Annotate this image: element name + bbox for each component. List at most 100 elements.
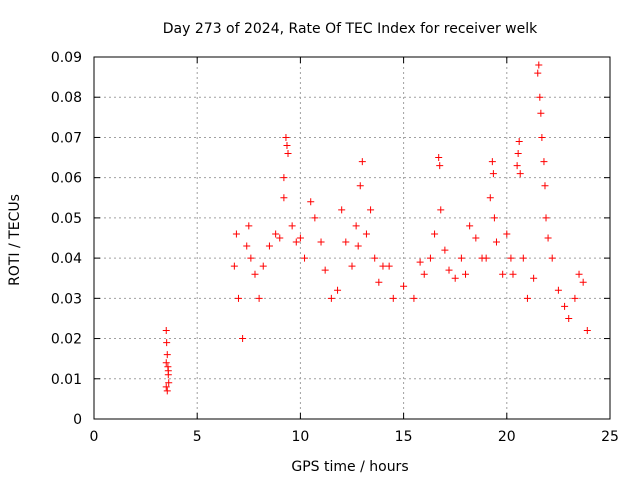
data-point xyxy=(379,262,387,270)
data-point xyxy=(534,69,542,77)
data-point xyxy=(509,270,517,278)
data-point xyxy=(272,230,280,238)
data-point xyxy=(307,198,315,206)
data-point xyxy=(536,93,544,101)
data-point xyxy=(245,222,253,230)
data-point xyxy=(283,141,291,149)
x-tick-label: 10 xyxy=(291,429,309,445)
data-point xyxy=(514,150,522,158)
data-point xyxy=(282,133,290,141)
data-point xyxy=(457,254,465,262)
data-point xyxy=(288,222,296,230)
data-point xyxy=(230,262,238,270)
data-point xyxy=(466,222,474,230)
data-point xyxy=(472,234,480,242)
data-point xyxy=(234,294,242,302)
data-point xyxy=(362,230,370,238)
data-point xyxy=(367,206,375,214)
data-point xyxy=(239,335,247,343)
data-point xyxy=(321,266,329,274)
y-tick-label: 0.03 xyxy=(51,291,82,307)
y-tick-label: 0.04 xyxy=(51,251,82,267)
data-point xyxy=(519,254,527,262)
data-point xyxy=(541,182,549,190)
plot-frame xyxy=(93,56,611,420)
data-point xyxy=(499,270,507,278)
data-points xyxy=(162,61,591,395)
data-point xyxy=(548,254,556,262)
data-point xyxy=(583,327,591,335)
y-axis-label: ROTI / TECUs xyxy=(7,194,23,286)
data-point xyxy=(441,246,449,254)
data-point xyxy=(165,379,173,387)
x-tick-label: 15 xyxy=(395,429,413,445)
data-point xyxy=(426,254,434,262)
data-point xyxy=(371,254,379,262)
data-point xyxy=(251,270,259,278)
data-point xyxy=(561,302,569,310)
data-point xyxy=(579,278,587,286)
data-point xyxy=(358,158,366,166)
x-tick-labels: 0 5 10 15 20 25 xyxy=(90,429,619,445)
data-point xyxy=(538,133,546,141)
data-point xyxy=(327,294,335,302)
data-point xyxy=(410,294,418,302)
data-point xyxy=(435,154,443,162)
data-point xyxy=(554,286,562,294)
data-point xyxy=(232,230,240,238)
data-point xyxy=(565,314,573,322)
data-point xyxy=(544,234,552,242)
axis-ticks xyxy=(93,56,611,420)
data-point xyxy=(515,137,523,145)
y-tick-label: 0.09 xyxy=(51,50,82,66)
data-point xyxy=(338,206,346,214)
data-point xyxy=(482,254,490,262)
data-point xyxy=(163,351,171,359)
data-point xyxy=(503,230,511,238)
data-point xyxy=(420,270,428,278)
y-tick-labels: 0 0.01 0.02 0.03 0.04 0.05 0.06 0.07 0.08 0.09 xyxy=(51,50,82,428)
x-tick-label: 25 xyxy=(601,429,619,445)
data-point xyxy=(571,294,579,302)
data-point xyxy=(255,294,263,302)
data-point xyxy=(540,158,548,166)
data-point xyxy=(354,242,362,250)
data-point xyxy=(163,387,171,395)
data-point xyxy=(301,254,309,262)
data-point xyxy=(436,162,444,170)
data-point xyxy=(537,109,545,117)
data-point xyxy=(451,274,459,282)
data-point xyxy=(542,214,550,222)
y-tick-label: 0.05 xyxy=(51,211,82,227)
data-point xyxy=(162,327,170,335)
data-point xyxy=(247,254,255,262)
y-tick-label: 0 xyxy=(73,412,82,428)
data-point xyxy=(284,150,292,158)
data-point xyxy=(259,262,267,270)
data-point xyxy=(352,222,360,230)
data-point xyxy=(348,262,356,270)
data-point xyxy=(523,294,531,302)
data-point xyxy=(416,258,424,266)
data-point xyxy=(334,286,342,294)
y-tick-label: 0.06 xyxy=(51,171,82,187)
data-point xyxy=(276,234,284,242)
y-tick-label: 0.08 xyxy=(51,90,82,106)
y-tick-label: 0.01 xyxy=(51,372,82,388)
data-point xyxy=(490,214,498,222)
y-tick-label: 0.02 xyxy=(51,332,82,348)
data-point xyxy=(486,194,494,202)
data-point xyxy=(575,270,583,278)
data-point xyxy=(400,282,408,290)
data-point xyxy=(292,238,300,246)
gridlines xyxy=(94,57,610,419)
y-tick-label: 0.07 xyxy=(51,130,82,146)
x-tick-label: 5 xyxy=(193,429,202,445)
data-point xyxy=(492,238,500,246)
data-point xyxy=(385,262,393,270)
data-point xyxy=(296,234,304,242)
data-point xyxy=(389,294,397,302)
data-point xyxy=(445,266,453,274)
data-point xyxy=(437,206,445,214)
